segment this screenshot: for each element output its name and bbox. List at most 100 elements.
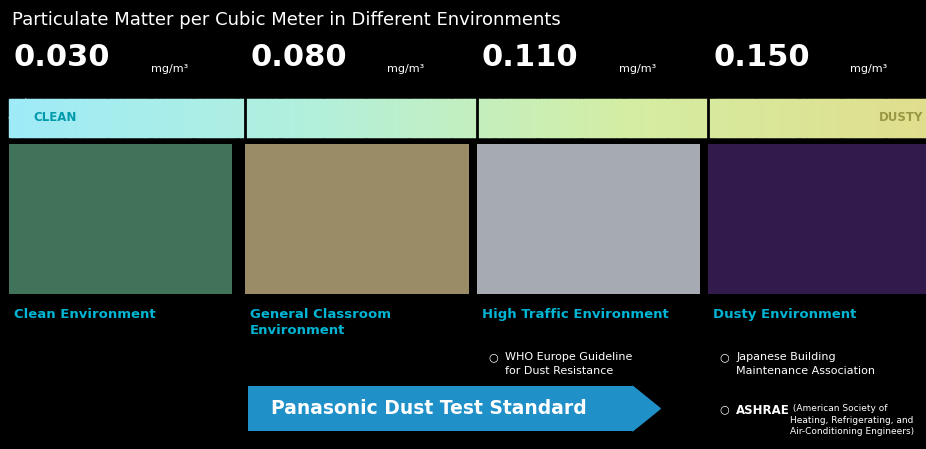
Bar — [264, 99, 269, 137]
Bar — [307, 99, 311, 137]
Bar — [525, 99, 530, 137]
Bar — [156, 99, 161, 137]
Bar — [181, 99, 185, 137]
Bar — [734, 99, 738, 137]
Bar — [206, 99, 210, 137]
Bar — [433, 99, 437, 137]
Text: 0.110: 0.110 — [482, 43, 578, 72]
Text: High Traffic Environment: High Traffic Environment — [482, 308, 669, 321]
Bar — [660, 99, 664, 137]
Bar — [9, 99, 13, 137]
Bar — [537, 99, 542, 137]
Text: Japanese Building
Maintenance Association: Japanese Building Maintenance Associatio… — [736, 352, 875, 376]
Bar — [366, 99, 369, 137]
Bar — [245, 144, 469, 294]
Bar — [52, 99, 56, 137]
Bar — [317, 99, 320, 137]
Bar — [574, 99, 579, 137]
Bar — [832, 99, 836, 137]
Text: ○: ○ — [488, 352, 498, 362]
Bar — [408, 99, 412, 137]
Bar — [672, 99, 677, 137]
Bar — [268, 99, 271, 137]
Bar — [215, 99, 219, 137]
Bar — [590, 99, 594, 137]
Bar — [541, 99, 544, 137]
Bar — [255, 99, 259, 137]
Polygon shape — [632, 386, 660, 431]
Bar — [301, 99, 305, 137]
Text: ASHRAE: ASHRAE — [736, 404, 790, 417]
Bar — [154, 99, 157, 137]
Bar — [464, 99, 468, 137]
Bar — [476, 99, 480, 137]
Bar — [645, 99, 649, 137]
Bar — [31, 99, 35, 137]
Bar — [151, 99, 155, 137]
Bar — [479, 99, 483, 137]
Bar — [611, 99, 615, 137]
Bar — [685, 99, 689, 137]
Bar — [513, 99, 517, 137]
Bar — [375, 99, 379, 137]
Text: Panasonic Dust Test Standard: Panasonic Dust Test Standard — [271, 399, 587, 418]
Bar — [802, 99, 806, 137]
Bar — [774, 99, 778, 137]
Bar — [175, 99, 179, 137]
Bar — [43, 99, 47, 137]
Bar — [249, 99, 253, 137]
Bar — [347, 99, 351, 137]
Bar — [221, 99, 225, 137]
Bar — [780, 99, 784, 137]
Text: CLEAN: CLEAN — [33, 111, 77, 124]
Bar — [845, 99, 848, 137]
Bar — [371, 99, 376, 137]
Bar — [912, 99, 916, 137]
Bar — [95, 99, 99, 137]
Bar — [903, 99, 907, 137]
Bar — [240, 99, 244, 137]
Bar — [394, 99, 397, 137]
Bar — [713, 99, 717, 137]
Bar — [200, 99, 204, 137]
Bar — [294, 99, 299, 137]
Text: (American Society of
Heating, Refrigerating, and
Air-Conditioning Engineers): (American Society of Heating, Refrigerat… — [790, 404, 914, 436]
Bar — [915, 99, 920, 137]
Bar — [142, 99, 145, 137]
Bar — [651, 99, 655, 137]
Bar — [758, 99, 763, 137]
Bar — [135, 99, 139, 137]
Bar — [721, 99, 726, 137]
Bar — [353, 99, 357, 137]
Bar — [191, 99, 194, 137]
Bar — [510, 99, 514, 137]
Bar — [21, 99, 26, 137]
Bar — [80, 99, 84, 137]
Bar — [737, 99, 741, 137]
Bar — [248, 386, 632, 431]
Bar — [667, 99, 670, 137]
Bar — [98, 99, 102, 137]
Bar — [851, 99, 855, 137]
Bar — [172, 99, 176, 137]
Bar — [765, 99, 769, 137]
Bar — [608, 99, 612, 137]
Bar — [34, 99, 38, 137]
Bar — [866, 99, 870, 137]
Bar — [632, 99, 637, 137]
Bar — [870, 99, 873, 137]
Bar — [501, 99, 505, 137]
Bar — [830, 99, 833, 137]
Bar — [688, 99, 692, 137]
Bar — [261, 99, 265, 137]
Bar — [93, 99, 96, 137]
Bar — [639, 99, 643, 137]
Bar — [708, 144, 926, 294]
Bar — [599, 99, 603, 137]
Bar — [909, 99, 913, 137]
Bar — [298, 99, 302, 137]
Bar — [304, 99, 308, 137]
Polygon shape — [9, 99, 26, 137]
Bar — [595, 99, 600, 137]
Bar — [443, 99, 446, 137]
